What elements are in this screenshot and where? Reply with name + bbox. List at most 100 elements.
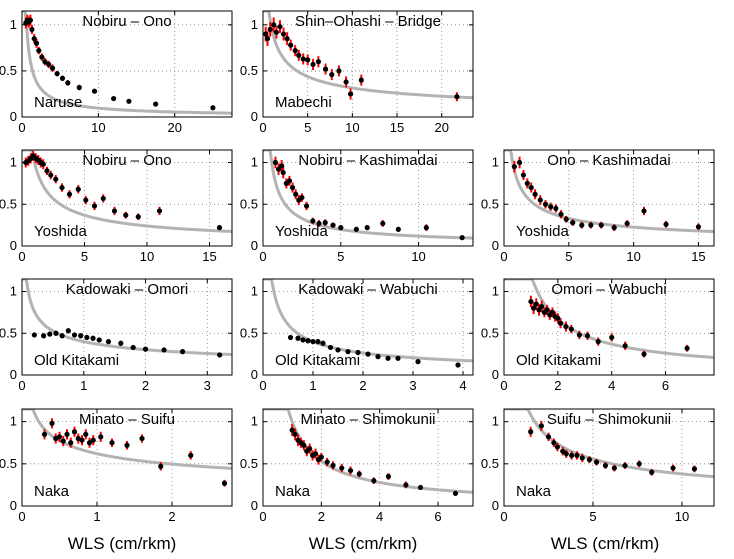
data-point (289, 184, 296, 191)
y-tick-label: 0.5 (0, 196, 17, 211)
data-point (59, 184, 65, 191)
data-point (358, 77, 364, 83)
river-label: Old Kitakami (516, 352, 601, 369)
x-tick-label: 5 (304, 120, 311, 135)
plot-frame (21, 10, 233, 118)
data-point (277, 24, 283, 30)
y-tick-label: 0.5 (0, 456, 17, 471)
chart-panel-10: 0 2 4 6 0 0.5 1 Minato – Shimokunii Naka (240, 408, 474, 524)
data-point (670, 465, 676, 471)
data-point (46, 61, 52, 68)
data-point (153, 101, 159, 107)
data-point (641, 208, 647, 214)
data-point (322, 66, 329, 72)
data-point (417, 484, 424, 491)
x-tick-label: 10 (675, 509, 689, 524)
x-tick-label: 1 (93, 509, 100, 524)
data-point (649, 469, 655, 475)
panel-title: Minato – Suifu (79, 411, 175, 428)
data-point (49, 65, 56, 71)
data-point (300, 337, 306, 343)
data-point (299, 194, 305, 201)
data-point (691, 466, 698, 472)
data-point (574, 452, 580, 458)
plot-area (263, 11, 473, 117)
data-point (455, 362, 461, 368)
y-tick-label: 1 (251, 17, 258, 32)
data-point (271, 22, 277, 28)
river-label: Naka (34, 483, 70, 500)
data-point (586, 457, 593, 463)
data-point (49, 420, 55, 426)
plot-area (22, 409, 232, 506)
data-point (188, 452, 194, 458)
data-point (551, 440, 557, 446)
plot-frame (262, 408, 474, 507)
data-point (532, 191, 538, 197)
data-point (48, 172, 54, 178)
plot-area (22, 279, 232, 375)
river-label: Yoshida (516, 223, 569, 240)
y-tick-label: 0 (10, 498, 17, 513)
data-point (91, 203, 98, 209)
y-tick-label: 0.5 (481, 325, 499, 340)
fit-curve (504, 279, 714, 359)
chart-panel-4: 0 5 10 0 0.5 1 Nobiru – Kashimadai Yoshida (240, 149, 474, 264)
x-tick-label: 6 (662, 378, 669, 393)
data-point (91, 88, 98, 94)
data-point (307, 446, 313, 452)
data-point (338, 225, 344, 231)
y-tick-label: 0 (251, 367, 258, 382)
x-tick-label: 2 (359, 378, 366, 393)
data-point (135, 214, 141, 220)
plot-frame (503, 278, 715, 376)
data-point (59, 75, 66, 81)
data-point (315, 339, 321, 345)
data-point (353, 226, 359, 232)
data-point (576, 332, 582, 338)
data-point (96, 337, 102, 343)
fit-curve (504, 150, 714, 234)
chart-panel-2: 0 5 10 15 20 0 0.5 1 Shin–Ohashi – Bridge Mabechi (240, 10, 474, 135)
data-point (27, 17, 33, 23)
data-point (79, 437, 85, 443)
data-point (511, 164, 517, 170)
data-point (310, 218, 316, 224)
data-point (130, 344, 136, 351)
data-point (330, 222, 336, 228)
data-point (554, 444, 560, 450)
data-point (569, 452, 575, 458)
data-point (300, 56, 306, 62)
data-point (158, 463, 164, 469)
x-tick-label: 2 (318, 509, 325, 524)
plot-frame (262, 278, 474, 376)
data-point (375, 354, 381, 360)
data-point (301, 442, 307, 448)
data-point (371, 478, 377, 484)
y-tick-label: 1 (10, 414, 17, 429)
data-point (324, 459, 330, 465)
x-tick-label: 2 (554, 378, 561, 393)
y-tick-label: 1 (492, 414, 499, 429)
data-point (179, 349, 186, 355)
data-point (56, 434, 63, 440)
data-point (296, 52, 302, 58)
data-point (293, 191, 299, 197)
y-tick-label: 0.5 (240, 196, 258, 211)
data-point (588, 222, 594, 228)
plot-frame (21, 149, 233, 247)
data-point (542, 201, 549, 207)
data-point (622, 462, 628, 469)
data-point (44, 168, 50, 174)
data-point (263, 31, 269, 37)
data-point (611, 465, 617, 471)
fit-curve (22, 150, 232, 233)
data-point (289, 427, 295, 433)
data-point (684, 345, 690, 351)
data-point (395, 355, 401, 361)
data-point (622, 343, 628, 349)
x-tick-label: 15 (691, 249, 705, 264)
chart-panel-11: 0 5 10 0 0.5 1 Suifu – Shimokunii Naka (481, 408, 715, 524)
data-point (118, 340, 124, 346)
data-point (345, 349, 351, 355)
